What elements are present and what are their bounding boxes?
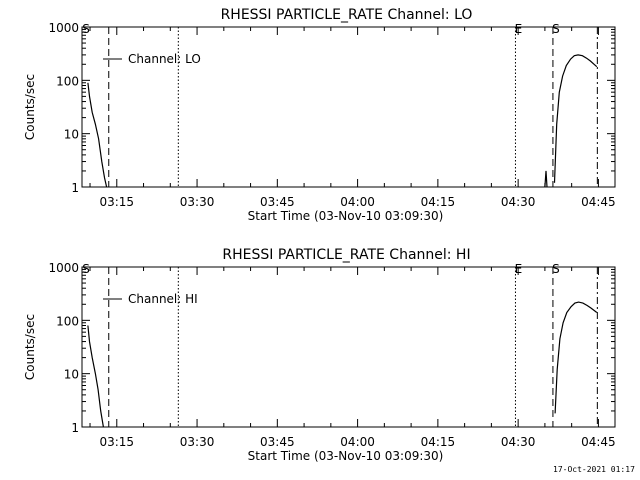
- x-tick-label: 03:30: [180, 195, 215, 209]
- y-tick-label: 1000: [48, 261, 79, 275]
- y-tick-label: 100: [56, 314, 79, 328]
- x-tick-label: 03:45: [260, 435, 295, 449]
- series-line-segment1: [87, 325, 104, 428]
- x-tick-label: 03:30: [180, 435, 215, 449]
- x-tick-label: 04:30: [501, 435, 536, 449]
- chart-title: RHESSI PARTICLE_RATE Channel: HI: [222, 247, 470, 263]
- y-tick-label: 1: [71, 421, 79, 435]
- series-line-segment2: [554, 301, 598, 414]
- corner-marker-label: S: [82, 262, 90, 276]
- series-line-segment1: [87, 82, 108, 188]
- x-tick-label: 03:15: [99, 195, 134, 209]
- y-axis-label: Counts/sec: [23, 74, 37, 140]
- x-axis-label: Start Time (03-Nov-10 03:09:30): [248, 209, 444, 223]
- marker-label: E: [515, 22, 523, 36]
- x-tick-label: 04:00: [340, 195, 375, 209]
- plot-frame: [81, 26, 616, 188]
- x-tick-label: 04:15: [421, 195, 456, 209]
- chart-title: RHESSI PARTICLE_RATE Channel: LO: [221, 7, 473, 23]
- chart-panel-2: RHESSI PARTICLE_RATE Channel: HI 1 10 100 10…: [23, 247, 616, 463]
- series-line-segment2: [544, 170, 548, 188]
- x-axis-label: Start Time (03-Nov-10 03:09:30): [248, 449, 444, 463]
- footer-timestamp: 17-Oct-2021 01:17: [553, 465, 635, 474]
- plot-frame: [81, 266, 616, 428]
- x-tick-label: 03:15: [99, 435, 134, 449]
- marker-label: E: [515, 262, 523, 276]
- x-tick-label: 04:30: [501, 195, 536, 209]
- legend-label: Channel: HI: [128, 292, 198, 306]
- y-tick-label: 1000: [48, 21, 79, 35]
- corner-marker-label: S: [82, 22, 90, 36]
- marker-label: S: [552, 262, 560, 276]
- x-tick-label: 03:45: [260, 195, 295, 209]
- y-tick-label: 100: [56, 74, 79, 88]
- legend-label: Channel: LO: [128, 52, 201, 66]
- x-tick-label: 04:45: [581, 435, 616, 449]
- y-tick-label: 10: [64, 368, 79, 382]
- y-tick-label: 10: [64, 128, 79, 142]
- y-axis-label: Counts/sec: [23, 314, 37, 380]
- x-tick-label: 04:15: [421, 435, 456, 449]
- series-line-segment3: [553, 54, 598, 183]
- x-tick-label: 04:45: [581, 195, 616, 209]
- x-tick-label: 04:00: [340, 435, 375, 449]
- marker-label: S: [552, 22, 560, 36]
- y-tick-label: 1: [71, 181, 79, 195]
- chart-panel-1: RHESSI PARTICLE_RATE Channel: LO 1 10 100 10…: [23, 7, 616, 223]
